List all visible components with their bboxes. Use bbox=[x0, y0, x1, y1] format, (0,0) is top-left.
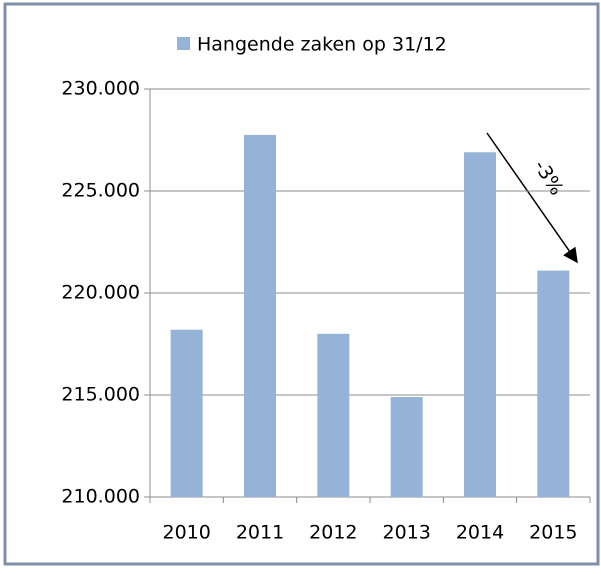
annotation: -3% bbox=[529, 156, 567, 199]
legend-label: Hangende zaken op 31/12 bbox=[197, 34, 447, 56]
bar bbox=[317, 333, 350, 497]
y-tick-label: 215.000 bbox=[61, 384, 140, 406]
x-tick-label: 2012 bbox=[309, 522, 357, 544]
x-tick-label: 2014 bbox=[456, 522, 504, 544]
y-tick-label: 230.000 bbox=[61, 78, 140, 100]
legend-swatch bbox=[177, 37, 190, 50]
x-tick-label: 2011 bbox=[236, 522, 284, 544]
y-tick-label: 220.000 bbox=[61, 282, 140, 304]
bar bbox=[244, 134, 276, 497]
x-tick-label: 2010 bbox=[162, 522, 210, 544]
y-tick-label: 225.000 bbox=[61, 180, 140, 202]
bar bbox=[537, 270, 570, 497]
x-tick-label: 2013 bbox=[382, 522, 430, 544]
x-tick-label: 2015 bbox=[529, 522, 577, 544]
y-tick-label: 210.000 bbox=[61, 486, 140, 508]
bar bbox=[170, 329, 203, 497]
bar bbox=[464, 152, 496, 498]
frame bbox=[3, 2, 600, 566]
trend-arrow bbox=[486, 132, 578, 264]
bar bbox=[390, 397, 423, 497]
